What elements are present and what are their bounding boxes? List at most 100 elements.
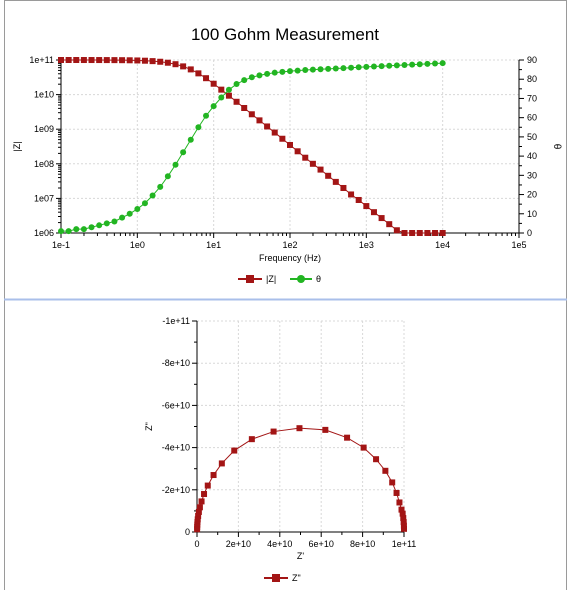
- bode-point-theta: [187, 136, 194, 143]
- bode-y2-tick-label: 40: [527, 151, 537, 161]
- bode-point-z: [210, 80, 217, 87]
- bode-point-theta: [287, 68, 293, 75]
- bode-point-z: [309, 160, 316, 167]
- bode-point-z: [96, 57, 103, 64]
- bode-point-theta: [172, 161, 179, 168]
- nyquist-point: [393, 489, 400, 496]
- bode-point-z: [248, 111, 255, 118]
- bode-point-theta: [424, 60, 431, 67]
- nyquist-point: [210, 472, 217, 479]
- nyquist-y-tick-label: -8e+10: [162, 358, 190, 368]
- bode-point-z: [332, 178, 339, 185]
- bode-y2-tick-label: 80: [527, 74, 537, 84]
- bode-point-theta: [119, 214, 126, 221]
- bode-point-theta: [241, 77, 248, 84]
- bode-point-theta: [393, 62, 400, 69]
- bode-point-theta: [58, 228, 64, 235]
- nyquist-y-tick-label: 0: [185, 527, 190, 537]
- bode-point-theta: [264, 70, 271, 77]
- bode-point-theta: [439, 60, 446, 67]
- nyquist-x-tick-label: 4e+10: [267, 539, 292, 549]
- bode-point-theta: [65, 228, 72, 235]
- bode-point-theta: [210, 103, 217, 110]
- legend-label-theta: θ: [316, 274, 321, 284]
- bode-point-theta: [378, 63, 385, 70]
- bode-point-z: [340, 184, 347, 191]
- bode-point-z: [363, 203, 370, 210]
- bode-point-z: [401, 230, 408, 236]
- nyquist-point: [231, 447, 238, 454]
- nyquist-point: [195, 512, 202, 519]
- legend-label-z: |Z|: [266, 274, 276, 284]
- bode-point-z: [264, 123, 271, 130]
- nyquist-point: [360, 444, 367, 451]
- nyquist-point: [382, 467, 389, 474]
- bode-point-z: [302, 154, 309, 161]
- bode-point-z: [203, 75, 210, 82]
- bode-point-theta: [370, 63, 377, 70]
- bode-point-theta: [348, 64, 355, 71]
- nyquist-point: [322, 426, 329, 433]
- nyquist-series-line: [196, 427, 405, 530]
- bode-y-tick-label: 1e10: [34, 90, 54, 100]
- nyquist-point: [400, 515, 407, 522]
- bode-point-theta: [256, 72, 263, 79]
- legend-label-zpp: Z": [292, 573, 301, 583]
- bode-point-z: [157, 58, 164, 65]
- bode-point-z: [279, 135, 286, 142]
- bode-point-z: [256, 117, 263, 124]
- bode-point-theta: [80, 226, 87, 233]
- bode-point-z: [348, 191, 355, 198]
- bode-point-theta: [157, 183, 164, 190]
- bode-point-z: [439, 230, 446, 236]
- bode-point-z: [241, 104, 248, 111]
- bode-series-line-1: [61, 59, 443, 234]
- nyquist-x-label: Z': [297, 551, 304, 561]
- bode-point-theta: [218, 94, 225, 101]
- bode-point-z: [80, 57, 87, 64]
- bode-point-z: [126, 57, 133, 64]
- nyquist-x-tick-label: 2e+10: [226, 539, 251, 549]
- legend-marker-z: [246, 275, 254, 283]
- bode-point-theta: [248, 74, 255, 81]
- bode-point-z: [271, 129, 278, 136]
- nyquist-y-tick-label: -6e+10: [162, 400, 190, 410]
- bode-point-theta: [141, 200, 148, 207]
- legend-marker-zpp: [272, 574, 280, 582]
- nyquist-point: [389, 479, 396, 486]
- bode-point-z: [141, 57, 148, 64]
- bode-y-tick-label: 1e07: [34, 193, 54, 203]
- bode-series-line-2: [61, 62, 443, 232]
- bode-point-z: [409, 230, 416, 236]
- nyquist-point: [400, 519, 407, 526]
- bode-point-theta: [225, 86, 232, 93]
- bode-y2-tick-label: 50: [527, 132, 537, 142]
- bode-point-theta: [271, 69, 278, 76]
- nyquist-y-tick-label: -4e+10: [162, 443, 190, 453]
- bode-point-z: [134, 57, 141, 64]
- nyquist-point: [344, 434, 351, 441]
- bode-point-theta: [355, 64, 362, 71]
- bode-x-tick-label: 1e1: [206, 240, 221, 250]
- nyquist-point: [195, 508, 202, 515]
- bode-point-theta: [164, 173, 171, 180]
- nyquist-point: [398, 506, 405, 513]
- bode-point-theta: [134, 205, 141, 212]
- bode-point-z: [317, 166, 324, 173]
- nyquist-x-tick-label: 8e+10: [350, 539, 375, 549]
- bode-point-theta: [416, 61, 423, 68]
- bode-point-theta: [363, 63, 370, 70]
- nyquist-point: [218, 460, 225, 467]
- bode-point-z: [355, 196, 362, 203]
- nyquist-point: [248, 436, 255, 443]
- bode-x-tick-label: 1e2: [282, 240, 297, 250]
- bode-point-theta: [279, 68, 286, 75]
- bode-point-theta: [96, 222, 103, 229]
- bode-point-theta: [111, 218, 118, 225]
- bode-point-theta: [302, 66, 309, 73]
- bode-y2-tick-label: 70: [527, 93, 537, 103]
- bode-point-z: [386, 221, 393, 228]
- chart-title: 100 Gohm Measurement: [191, 25, 379, 44]
- nyquist-point: [400, 522, 407, 529]
